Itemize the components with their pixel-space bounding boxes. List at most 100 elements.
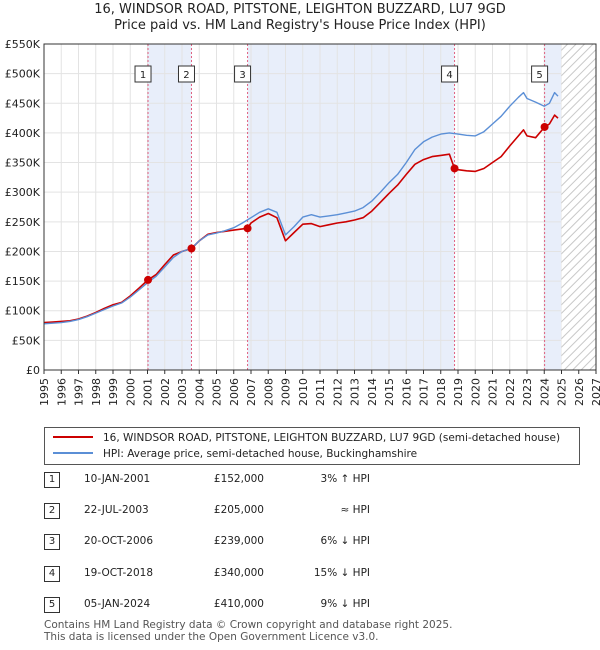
x-tick-label: 2005 <box>211 378 224 406</box>
sale-marker-badge <box>134 65 152 83</box>
sale-point <box>243 224 252 233</box>
sale-marker-badge <box>177 65 195 83</box>
sale-hpi-comparison: 9% ↓ HPI <box>320 598 370 610</box>
sale-marker-badge <box>441 65 459 83</box>
sale-marker-number: 5 <box>536 70 542 81</box>
sale-price: £340,000 <box>213 567 264 579</box>
legend-swatch-hpi <box>53 452 93 454</box>
sale-point <box>540 122 549 131</box>
y-tick-label: £200K <box>5 245 41 258</box>
sale-marker-badge <box>234 65 252 83</box>
sale-number-badge: 4 <box>44 566 60 582</box>
sale-point <box>187 244 196 253</box>
sale-marker-number: 2 <box>183 70 189 81</box>
y-tick-label: £50K <box>12 334 41 347</box>
x-tick-label: 2003 <box>176 378 189 406</box>
sale-row: 2 22-JUL-2003 £205,000 ≈ HPI <box>44 503 578 523</box>
x-tick-label: 2004 <box>193 378 206 406</box>
sale-price: £205,000 <box>213 504 264 516</box>
x-tick-label: 2013 <box>349 378 362 406</box>
footer-line2: This data is licensed under the Open Gov… <box>44 631 379 643</box>
y-tick-label: £400K <box>5 127 41 140</box>
sale-price: £152,000 <box>213 473 264 485</box>
y-tick-label: £550K <box>5 38 41 51</box>
sale-price: £239,000 <box>213 535 264 547</box>
sale-marker-number: 3 <box>239 70 245 81</box>
sale-row: 3 20-OCT-2006 £239,000 6% ↓ HPI <box>44 534 578 554</box>
legend-swatch-property <box>53 436 93 438</box>
x-tick-label: 2019 <box>452 378 465 406</box>
x-tick-label: 2025 <box>556 378 569 406</box>
x-tick-label: 1997 <box>73 378 86 406</box>
x-tick-label: 2001 <box>142 378 155 406</box>
sale-hpi-comparison: 15% ↓ HPI <box>313 567 370 579</box>
sale-marker-number: 1 <box>140 70 146 81</box>
x-tick-label: 2021 <box>487 378 500 406</box>
sale-number-badge: 5 <box>44 597 60 613</box>
x-tick-label: 2006 <box>228 378 241 406</box>
x-tick-label: 2000 <box>124 378 137 406</box>
y-tick-label: £450K <box>5 97 41 110</box>
x-tick-label: 1999 <box>107 378 120 406</box>
sale-date: 20-OCT-2006 <box>84 535 153 547</box>
sale-price: £410,000 <box>213 598 264 610</box>
legend-label-property: 16, WINDSOR ROAD, PITSTONE, LEIGHTON BUZ… <box>103 432 561 444</box>
x-tick-label: 2018 <box>435 378 448 406</box>
x-tick-label: 2016 <box>400 378 413 406</box>
x-tick-label: 2026 <box>573 378 586 406</box>
sale-hpi-comparison: 3% ↑ HPI <box>320 473 370 485</box>
x-tick-label: 2015 <box>383 378 396 406</box>
sale-date: 05-JAN-2024 <box>84 598 151 610</box>
shaded-span <box>544 44 562 370</box>
y-tick-label: £0 <box>26 364 40 377</box>
hpi-line <box>43 91 559 325</box>
x-tick-label: 2012 <box>331 378 344 406</box>
y-tick-label: £150K <box>5 275 41 288</box>
sale-row: 4 19-OCT-2018 £340,000 15% ↓ HPI <box>44 566 578 586</box>
x-tick-label: 2007 <box>245 378 258 406</box>
sale-hpi-comparison: ≈ HPI <box>340 504 370 516</box>
future-hatched-area <box>561 44 596 370</box>
sale-number-badge: 2 <box>44 503 60 519</box>
x-tick-label: 2020 <box>469 378 482 406</box>
sale-point <box>450 164 459 173</box>
y-tick-label: £350K <box>5 157 41 170</box>
chart-title-line2: Price paid vs. HM Land Registry's House … <box>114 18 486 33</box>
legend-item-hpi: HPI: Average price, semi-detached house,… <box>53 446 417 462</box>
sale-date: 22-JUL-2003 <box>84 504 149 516</box>
sale-marker-badge <box>531 65 549 83</box>
x-tick-label: 1995 <box>38 378 51 406</box>
x-tick-label: 2008 <box>262 378 275 406</box>
sale-marker-number: 4 <box>446 70 452 81</box>
chart-title-line1: 16, WINDSOR ROAD, PITSTONE, LEIGHTON BUZ… <box>94 2 506 17</box>
shaded-span <box>148 44 192 370</box>
sale-row: 1 10-JAN-2001 £152,000 3% ↑ HPI <box>44 472 578 492</box>
x-tick-label: 1998 <box>90 378 103 406</box>
footer-attribution: Contains HM Land Registry data © Crown c… <box>44 619 452 643</box>
legend: 16, WINDSOR ROAD, PITSTONE, LEIGHTON BUZ… <box>44 427 580 465</box>
y-tick-label: £250K <box>5 216 41 229</box>
sale-number-badge: 3 <box>44 534 60 550</box>
x-tick-label: 2024 <box>538 378 551 406</box>
x-tick-label: 2011 <box>314 378 327 406</box>
y-tick-label: £300K <box>5 186 41 199</box>
x-tick-label: 2022 <box>504 378 517 406</box>
sale-date: 10-JAN-2001 <box>84 473 151 485</box>
property-price-line <box>43 114 559 324</box>
sale-point <box>144 275 153 284</box>
y-tick-label: £100K <box>5 305 41 318</box>
footer-line1: Contains HM Land Registry data © Crown c… <box>44 619 453 631</box>
y-tick-label: £500K <box>5 68 41 81</box>
legend-label-hpi: HPI: Average price, semi-detached house,… <box>103 448 418 460</box>
x-tick-label: 2002 <box>159 378 172 406</box>
price-chart: 1 2 3 4 5 £0 £50K £100K £150K £200K £250K £300K £35… <box>5 38 600 406</box>
x-tick-label: 2010 <box>297 378 310 406</box>
legend-item-property: 16, WINDSOR ROAD, PITSTONE, LEIGHTON BUZ… <box>53 430 560 446</box>
sale-date: 19-OCT-2018 <box>84 567 153 579</box>
x-tick-label: 2027 <box>590 378 600 406</box>
sale-hpi-comparison: 6% ↓ HPI <box>320 535 370 547</box>
x-tick-label: 2009 <box>280 378 293 406</box>
x-tick-label: 2017 <box>418 378 431 406</box>
x-tick-label: 2014 <box>366 378 379 406</box>
x-tick-label: 1996 <box>55 378 68 406</box>
